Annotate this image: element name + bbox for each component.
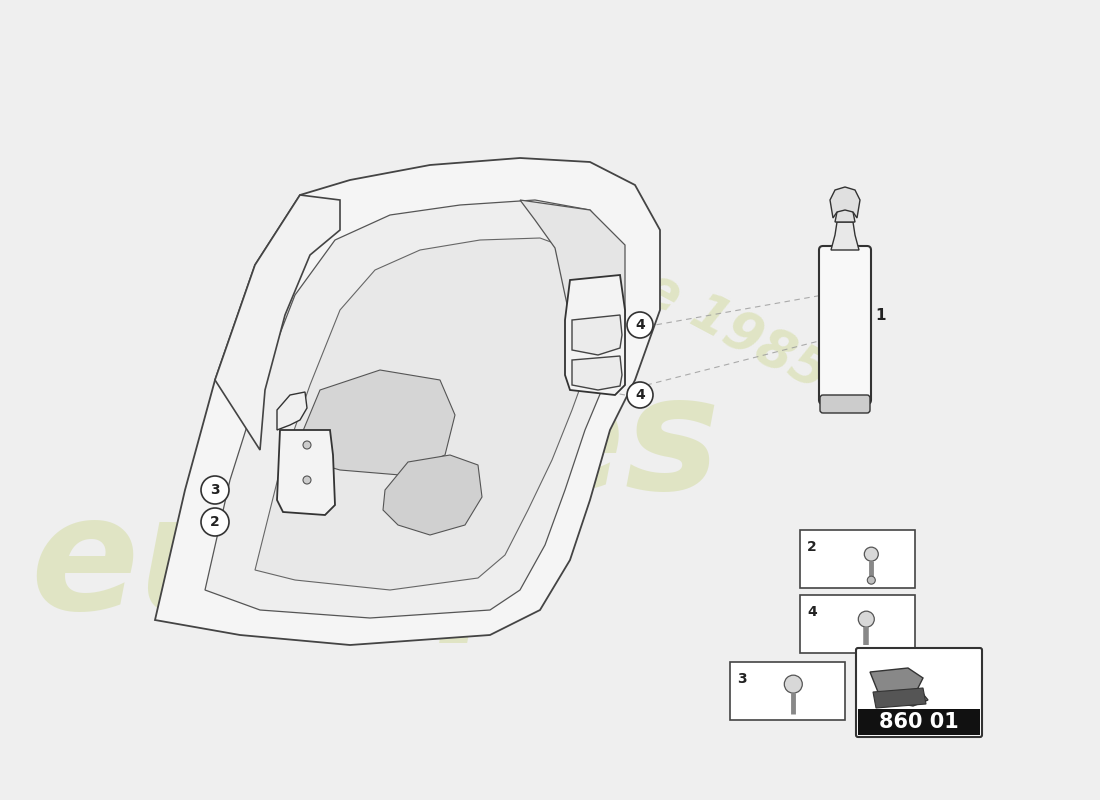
FancyBboxPatch shape [820, 246, 871, 404]
Text: 4: 4 [807, 605, 816, 619]
Text: 2: 2 [807, 540, 816, 554]
Polygon shape [835, 208, 855, 222]
Polygon shape [214, 195, 340, 450]
Polygon shape [155, 158, 660, 645]
Circle shape [627, 382, 653, 408]
Circle shape [867, 576, 876, 584]
Circle shape [858, 611, 874, 627]
Text: 4: 4 [635, 388, 645, 402]
Circle shape [201, 508, 229, 536]
Text: europ: europ [30, 488, 556, 643]
Text: 5: 5 [570, 278, 581, 293]
Polygon shape [572, 356, 621, 390]
Polygon shape [870, 668, 928, 706]
Text: 2: 2 [210, 515, 220, 529]
Polygon shape [830, 222, 859, 250]
Bar [858, 709, 980, 735]
Polygon shape [383, 455, 482, 535]
Polygon shape [520, 200, 625, 355]
Bar [800, 530, 915, 588]
Circle shape [865, 547, 878, 561]
Text: 860 01: 860 01 [879, 712, 959, 732]
Bar [800, 595, 915, 653]
Text: 3: 3 [210, 483, 220, 497]
FancyBboxPatch shape [820, 395, 870, 413]
FancyBboxPatch shape [856, 648, 982, 737]
Circle shape [302, 441, 311, 449]
Text: a passion for parts: a passion for parts [290, 377, 556, 536]
Text: 1: 1 [874, 307, 886, 322]
Text: 4: 4 [635, 318, 645, 332]
Circle shape [302, 476, 311, 484]
Polygon shape [572, 315, 621, 355]
Polygon shape [205, 200, 621, 618]
Polygon shape [565, 275, 625, 395]
Text: 7: 7 [415, 294, 426, 310]
Polygon shape [277, 430, 336, 515]
Polygon shape [295, 370, 455, 475]
Polygon shape [255, 238, 595, 590]
Bar [730, 662, 845, 720]
Text: 6: 6 [305, 518, 316, 533]
Polygon shape [873, 688, 926, 708]
Circle shape [201, 476, 229, 504]
Text: 3: 3 [737, 672, 747, 686]
Text: since 1985: since 1985 [530, 205, 836, 401]
Polygon shape [277, 392, 307, 430]
Circle shape [627, 312, 653, 338]
Text: ares: ares [330, 368, 720, 523]
Circle shape [784, 675, 802, 693]
Polygon shape [830, 187, 860, 218]
